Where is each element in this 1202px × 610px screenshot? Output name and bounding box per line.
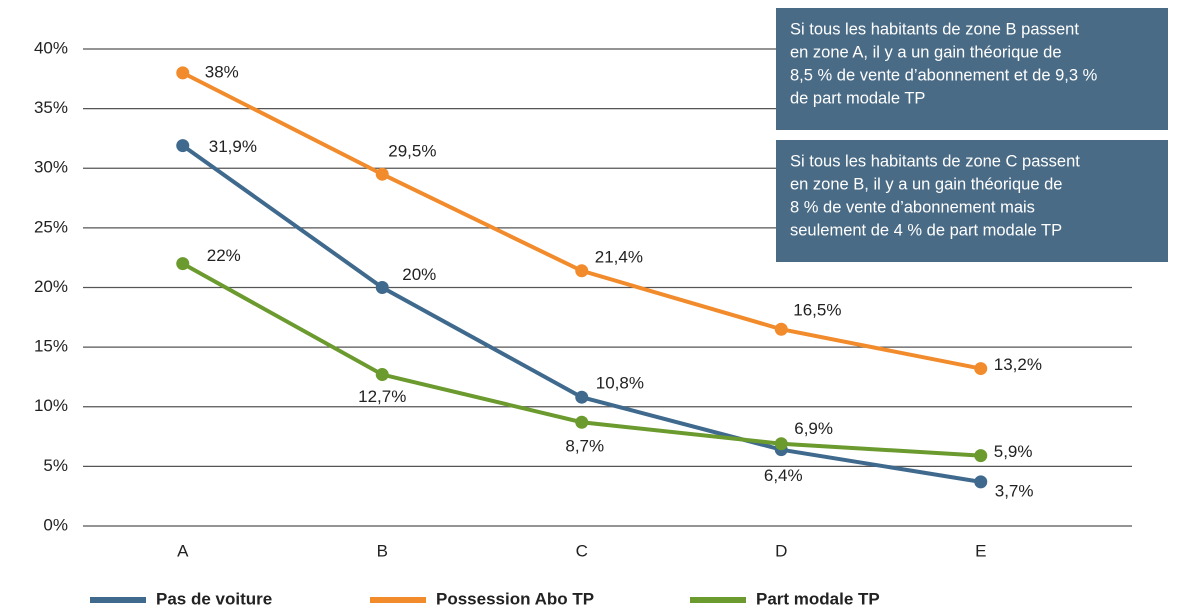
x-tick-label: E (975, 541, 986, 560)
data-label: 13,2% (994, 355, 1042, 374)
point (375, 167, 389, 181)
data-label: 38% (205, 62, 239, 81)
data-label: 12,7% (358, 387, 406, 406)
point (774, 322, 788, 336)
x-tick-label: D (775, 541, 787, 560)
point (774, 437, 788, 451)
point (575, 390, 589, 404)
annotation-box (776, 140, 1168, 262)
x-tick-label: B (377, 541, 388, 560)
y-tick-label: 10% (34, 396, 68, 415)
y-tick-label: 0% (43, 515, 68, 534)
data-label: 8,7% (565, 437, 604, 456)
point (974, 449, 988, 463)
annotation-box (776, 8, 1168, 130)
data-label: 3,7% (995, 481, 1034, 500)
annotation-text: Si tous les habitants de zone B passent (790, 20, 1079, 38)
point (176, 66, 190, 80)
y-tick-label: 5% (43, 456, 68, 475)
legend-label: Possession Abo TP (436, 589, 594, 608)
data-label: 20% (402, 265, 436, 284)
y-tick-label: 20% (34, 277, 68, 296)
y-tick-label: 30% (34, 158, 68, 177)
point (974, 475, 988, 489)
point (974, 362, 988, 376)
point (575, 264, 589, 278)
point (575, 415, 589, 429)
point (176, 139, 190, 153)
annotation-text: 8 % de vente d’abonnement mais (790, 198, 1035, 216)
data-label: 10,8% (596, 374, 644, 393)
data-label: 6,9% (794, 419, 833, 438)
y-tick-label: 15% (34, 337, 68, 356)
point (375, 281, 389, 294)
y-tick-label: 40% (34, 38, 68, 57)
point (375, 368, 389, 382)
annotation-text: seulement de 4 % de part modale TP (790, 221, 1062, 239)
y-tick-label: 35% (34, 98, 68, 117)
data-label: 21,4% (595, 247, 643, 266)
annotation-text: 8,5 % de vente d’abonnement et de 9,3 % (790, 66, 1098, 84)
data-label: 22% (207, 246, 241, 265)
x-tick-label: C (576, 541, 588, 560)
y-tick-label: 25% (34, 217, 68, 236)
legend-label: Pas de voiture (156, 589, 272, 608)
data-label: 16,5% (793, 301, 841, 320)
data-label: 29,5% (388, 142, 436, 161)
annotation-text: Si tous les habitants de zone C passent (790, 152, 1080, 170)
annotation-text: en zone A, il y a un gain théorique de (790, 43, 1062, 61)
legend-label: Part modale TP (756, 589, 880, 608)
data-label: 6,4% (764, 466, 803, 485)
annotation-text: de part modale TP (790, 89, 925, 107)
data-label: 31,9% (209, 137, 257, 156)
annotation-text: en zone B, il y a un gain théorique de (790, 175, 1062, 193)
point (176, 257, 190, 271)
x-tick-label: A (177, 541, 189, 560)
data-label: 5,9% (994, 442, 1033, 461)
